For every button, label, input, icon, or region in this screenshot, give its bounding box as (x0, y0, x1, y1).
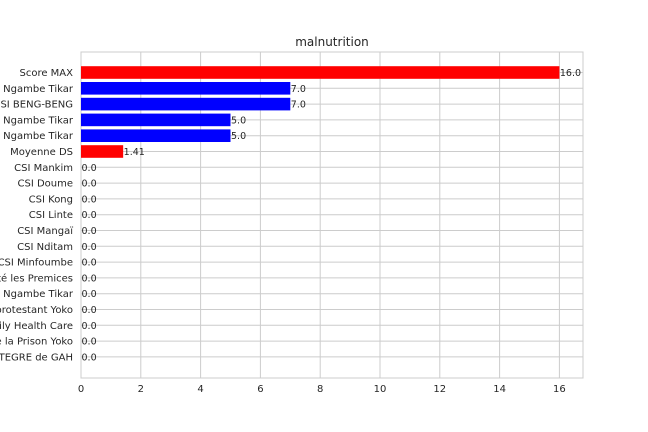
y-tick-label: Centre de Santé les Premices (0, 272, 73, 284)
y-tick-label: Infirmerie de la Prison Yoko (0, 337, 73, 348)
y-tick-label: CSI Doume (17, 179, 73, 190)
bar-value-label: 0.0 (82, 337, 97, 348)
bar-value-label: 0.0 (82, 258, 97, 269)
y-tick-label: CSI Nditam (17, 242, 73, 253)
y-tick-label: CSI Mankim (14, 163, 73, 174)
bar-value-label: 0.0 (82, 352, 97, 363)
bar-value-label: 0.0 (82, 321, 97, 332)
bar-value-label: 0.0 (82, 179, 97, 190)
bar-value-label: 0.0 (82, 163, 97, 174)
y-tick-label: Hôpital de District de Ngambe Tikar (0, 288, 74, 300)
y-tick-label: Centre de santé protestant Yoko (0, 304, 73, 316)
bar-value-label: 5.0 (231, 115, 246, 126)
y-tick-label: Family Health Care (0, 321, 73, 332)
y-tick-label: CSI Linte (29, 210, 73, 221)
bar-value-label: 7.0 (291, 100, 306, 111)
x-tick-label: 2 (138, 384, 144, 395)
y-tick-label: CSI Mangaï (17, 226, 73, 237)
x-tick-label: 16 (553, 384, 566, 395)
chart-title: malnutrition (295, 35, 369, 49)
bar-value-label: 16.0 (560, 68, 581, 79)
x-tick-label: 10 (374, 384, 387, 395)
bar-value-label: 0.0 (82, 273, 97, 284)
y-tick-label: CSI BENG-BENG (0, 100, 73, 111)
x-axis-ticks: 0 2 4 6 8 10 12 14 16 (78, 384, 566, 395)
y-tick-label: Eglise Ngambe Tikar (0, 131, 74, 142)
bar (81, 129, 231, 142)
x-tick-label: 0 (78, 384, 84, 395)
bar (81, 145, 124, 158)
bar-value-label: 0.0 (82, 194, 97, 205)
bar-value-label: 0.0 (82, 305, 97, 316)
y-tick-label: CMEC Ngambe Tikar (0, 115, 74, 126)
bar (81, 82, 291, 95)
bar-value-label: 0.0 (82, 242, 97, 253)
bar-value-label: 0.0 (82, 289, 97, 300)
y-tick-label: Score MAX (19, 68, 73, 79)
x-tick-label: 12 (433, 384, 446, 395)
bar (81, 66, 560, 79)
y-axis-ticks: Score MAX CMA Ngambe Tikar CSI BENG-BENG CM… (0, 68, 74, 363)
bar (81, 97, 291, 111)
x-tick-label: 8 (317, 384, 323, 395)
bar-value-label: 1.41 (124, 147, 145, 158)
plot-frame (80, 51, 584, 379)
bar (81, 113, 231, 127)
x-tick-label: 14 (493, 384, 506, 395)
x-tick-label: 6 (257, 384, 263, 395)
y-tick-label: CSI Minfoumbe (0, 258, 73, 269)
bar-value-label: 0.0 (82, 210, 97, 221)
bars: 16.0 7.0 7.0 5.0 5.0 1.41 0.0 0.0 0.0 0.0 0.0 0.0 0.… (81, 66, 581, 363)
bar-value-label: 5.0 (231, 131, 246, 142)
x-tick-label: 4 (197, 384, 203, 395)
bar-value-label: 7.0 (291, 84, 306, 95)
y-tick-label: CMA Ngambe Tikar (0, 84, 74, 95)
y-tick-label: CSI INTEGRE de GAH (0, 352, 73, 363)
y-tick-label: Moyenne DS (10, 147, 73, 158)
bar-value-label: 0.0 (82, 226, 97, 237)
y-tick-label: CSI Kong (29, 194, 73, 205)
